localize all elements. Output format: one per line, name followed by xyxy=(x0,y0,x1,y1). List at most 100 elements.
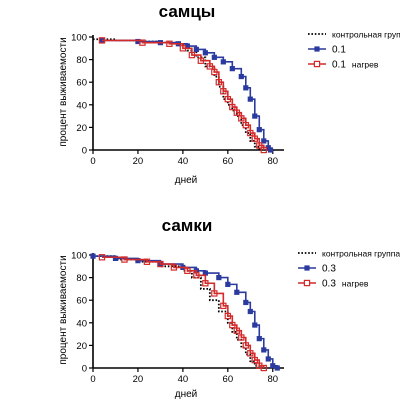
legend-label-suffix: нагрев xyxy=(352,60,379,70)
legend: контрольная группа 0.1 0.1 нагрев xyxy=(308,30,400,71)
legend-label-main: 0.3 xyxy=(322,264,336,275)
y-tick-label: 40 xyxy=(76,100,87,111)
plot-area: 0 20 40 60 80 100 0 20 40 60 80 xyxy=(71,33,284,167)
data-point xyxy=(238,115,245,122)
legend-item: 0.1 нагрев xyxy=(308,60,379,71)
y-tick-label: 40 xyxy=(76,318,87,329)
legend-label-suffix: нагрев xyxy=(342,279,369,289)
data-point xyxy=(251,356,258,364)
data-point xyxy=(252,322,258,328)
data-point xyxy=(260,364,267,372)
legend-item: контрольная группа xyxy=(298,249,400,259)
data-point xyxy=(211,54,217,60)
legend-label: 0.1 нагрев xyxy=(332,60,379,71)
data-point xyxy=(224,95,232,103)
data-point xyxy=(202,270,208,276)
data-point xyxy=(202,50,208,56)
y-axis-label: процент выживаемости xyxy=(58,255,69,364)
data-point xyxy=(270,363,276,369)
x-tick-label: 80 xyxy=(267,374,278,385)
chart-title: самцы xyxy=(159,2,216,21)
data-point xyxy=(261,138,267,144)
data-point xyxy=(247,308,253,315)
data-point xyxy=(242,342,249,349)
series-line xyxy=(93,38,261,150)
data-point xyxy=(225,281,231,287)
data-point xyxy=(267,147,274,153)
legend: контрольная группа 0.3 0.3 нагрев xyxy=(298,249,400,290)
legend-label-main: контрольная группа xyxy=(332,30,400,40)
legend-swatch-marker xyxy=(304,265,310,271)
chart-panel-females: самки процент выживаемости дней 0 20 40 60 8… xyxy=(58,216,400,400)
data-point xyxy=(238,334,245,341)
legend-label: контрольная группа xyxy=(322,249,400,259)
legend-label: 0.3 xyxy=(322,264,336,275)
data-point xyxy=(157,260,164,268)
x-tick-label: 60 xyxy=(223,374,234,385)
data-point xyxy=(242,121,249,129)
data-point xyxy=(197,57,205,64)
data-point xyxy=(256,142,263,149)
data-point xyxy=(193,46,199,53)
data-point xyxy=(274,365,280,371)
legend-item: 0.3 xyxy=(298,264,336,275)
data-point xyxy=(184,43,190,49)
y-tick-label: 0 xyxy=(82,146,87,157)
legend-label: 0.3 нагрев xyxy=(322,279,369,290)
y-tick-label: 80 xyxy=(76,55,87,66)
data-point xyxy=(251,135,258,142)
legend-item: 0.3 нагрев xyxy=(298,279,369,290)
data-point xyxy=(220,59,226,65)
data-point xyxy=(206,63,214,70)
data-point xyxy=(216,275,222,281)
legend-label-main: контрольная группа xyxy=(322,249,400,259)
y-tick-label: 60 xyxy=(76,296,87,307)
data-point xyxy=(98,254,106,261)
data-point xyxy=(143,258,151,265)
data-point xyxy=(256,127,262,133)
legend-item: контрольная группа xyxy=(308,30,400,40)
data-point xyxy=(112,255,119,261)
data-point xyxy=(260,146,267,154)
series-line xyxy=(93,255,261,368)
x-axis-label: дней xyxy=(175,389,198,400)
data-point xyxy=(121,256,128,263)
legend-label-main: 0.1 xyxy=(332,45,346,56)
y-tick-label: 20 xyxy=(76,123,87,134)
data-point xyxy=(233,109,241,116)
x-tick-label: 20 xyxy=(133,374,144,385)
data-point xyxy=(98,37,106,44)
data-point xyxy=(224,312,232,320)
data-point xyxy=(166,40,173,47)
data-point xyxy=(135,38,141,45)
series-line xyxy=(101,256,265,368)
data-point xyxy=(184,267,191,275)
data-point xyxy=(243,299,249,306)
data-point xyxy=(193,272,200,279)
data-point xyxy=(220,88,227,95)
y-tick-label: 80 xyxy=(76,273,87,284)
data-point xyxy=(252,113,258,119)
y-tick-label: 20 xyxy=(76,341,87,352)
y-tick-label: 100 xyxy=(71,33,87,44)
y-tick-label: 0 xyxy=(82,364,87,375)
legend-label: контрольная группа xyxy=(332,30,400,40)
data-point xyxy=(188,51,196,59)
y-axis-label: процент выживаемости xyxy=(58,37,69,146)
legend-label-main: 0.3 xyxy=(322,279,336,290)
data-point xyxy=(202,280,209,287)
data-point xyxy=(229,321,236,329)
data-point xyxy=(247,96,253,102)
plot-area: 0 20 40 60 80 100 0 20 40 60 80 xyxy=(71,251,284,385)
y-tick-label: 60 xyxy=(76,78,87,89)
data-point xyxy=(256,336,262,342)
legend-item: 0.1 xyxy=(308,45,346,56)
x-tick-label: 60 xyxy=(223,156,234,167)
data-point xyxy=(247,129,254,137)
x-tick-label: 40 xyxy=(178,156,189,167)
data-point xyxy=(211,290,218,297)
series-line xyxy=(101,39,265,150)
data-point xyxy=(265,356,271,362)
data-point xyxy=(233,327,241,334)
